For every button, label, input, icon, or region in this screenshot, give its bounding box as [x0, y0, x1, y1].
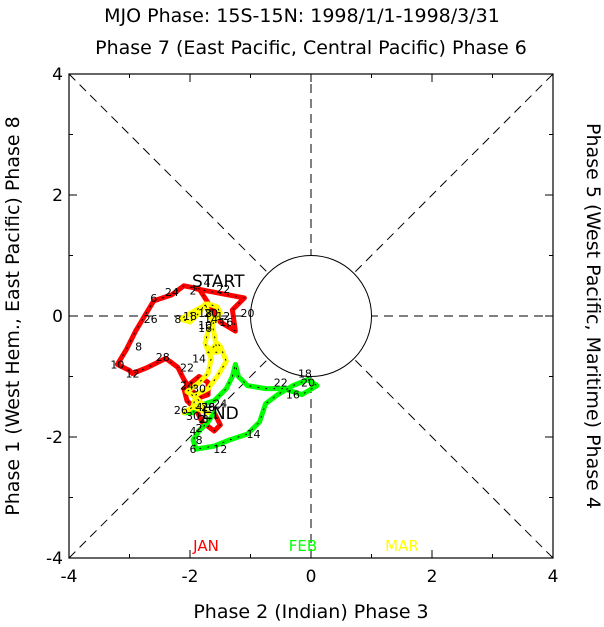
day-label: 6: [190, 443, 197, 456]
day-label: 20: [240, 307, 254, 320]
start-label: START: [192, 272, 245, 292]
guide-line-1: [68, 73, 554, 559]
day-label: 14: [247, 428, 261, 441]
day-label: 2: [190, 285, 197, 298]
day-label: 26: [201, 401, 215, 414]
left-phase-label: Phase 1 (West Hem., East Pacific) Phase …: [2, 116, 24, 515]
legend-mar: MAR: [385, 537, 419, 555]
chart-title: MJO Phase: 15S-15N: 1998/1/1-1998/3/31: [104, 5, 500, 27]
day-label: 12: [126, 367, 140, 380]
top-phase-label: Phase 7 (East Pacific, Central Pacific) …: [95, 37, 527, 59]
day-label: 10: [110, 358, 124, 371]
day-label: 16: [198, 322, 212, 335]
y-tick-label: 4: [52, 65, 63, 85]
day-label: 24: [165, 286, 179, 299]
day-label: 26: [144, 313, 158, 326]
day-label: 24: [180, 380, 194, 393]
day-label: 4: [203, 277, 210, 290]
day-label: 16: [286, 389, 300, 402]
day-label: 28: [201, 401, 215, 414]
day-label: 30: [192, 383, 206, 396]
x-tick-label: -2: [182, 567, 199, 587]
day-label: 2: [199, 413, 206, 426]
day-label: 14: [192, 352, 206, 365]
legend-feb: FEB: [289, 537, 317, 555]
day-label: 14: [204, 313, 218, 326]
x-tick-label: -4: [61, 567, 78, 587]
legend: JAN FEB MAR: [192, 537, 419, 555]
day-label: 20: [301, 377, 315, 390]
day-label: 18: [183, 310, 197, 323]
day-label: 26: [174, 404, 188, 417]
day-label: 4: [196, 401, 203, 414]
day-label: 6: [150, 292, 157, 305]
day-label: 12: [213, 443, 227, 456]
day-label: 18: [298, 367, 312, 380]
end-label: END: [202, 404, 239, 424]
day-label: 8: [196, 434, 203, 447]
right-phase-label: Phase 5 (West Pacific, Maritime) Phase 4: [582, 123, 604, 509]
day-label: 10: [198, 319, 212, 332]
day-label: 8: [135, 340, 142, 353]
y-tick-label: 2: [52, 186, 63, 206]
x-tick-label: 4: [548, 567, 559, 587]
y-tick-label: -4: [46, 549, 63, 569]
day-label: 28: [156, 351, 170, 364]
unit-circle: [250, 255, 372, 377]
day-label: 2: [196, 422, 203, 435]
day-label: 22: [274, 377, 288, 390]
series-day-dots-jan: [116, 285, 246, 432]
x-tick-label: 2: [427, 567, 438, 587]
day-labels: 2424626828101230142022161824681214161820…: [110, 277, 315, 456]
guide-line-0: [68, 73, 554, 559]
x-tick-label: 0: [306, 567, 317, 587]
day-label: 18: [198, 307, 212, 320]
x-axis-label: Phase 2 (Indian) Phase 3: [193, 601, 428, 623]
day-label: 28: [201, 401, 215, 414]
day-label: 22: [216, 283, 230, 296]
y-tick-label: 0: [52, 307, 63, 327]
start-end-markers: START END: [192, 272, 245, 424]
day-label: 20: [204, 307, 218, 320]
y-tick-label: -2: [46, 428, 63, 448]
day-label: 16: [219, 316, 233, 329]
legend-jan: JAN: [192, 537, 219, 555]
day-label: 8: [202, 413, 209, 426]
day-label: 24: [213, 398, 227, 411]
day-label: 8: [174, 313, 181, 326]
series-lines: [114, 283, 320, 452]
day-label: 22: [180, 361, 194, 374]
series-line-mar: [178, 301, 229, 416]
day-label: 12: [216, 310, 230, 323]
series-line-feb: [181, 361, 320, 452]
day-label: 30: [186, 410, 200, 423]
day-label: 4: [190, 425, 197, 438]
